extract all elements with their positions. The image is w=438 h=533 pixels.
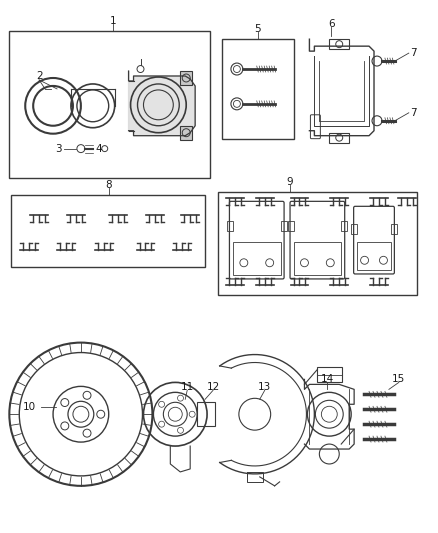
- Polygon shape: [129, 71, 195, 136]
- Bar: [180, 126, 192, 140]
- Text: 5: 5: [254, 24, 261, 34]
- Text: 4: 4: [95, 143, 102, 154]
- Bar: [233, 242, 281, 276]
- Text: 1: 1: [110, 17, 116, 26]
- Text: 12: 12: [206, 382, 220, 392]
- Text: 10: 10: [23, 402, 36, 412]
- Text: 2: 2: [36, 71, 42, 81]
- Bar: [318, 367, 342, 382]
- Text: 3: 3: [55, 143, 61, 154]
- Bar: [391, 224, 397, 234]
- Bar: [11, 196, 205, 267]
- Bar: [329, 133, 349, 143]
- Bar: [180, 71, 192, 85]
- Bar: [9, 31, 210, 179]
- Bar: [281, 222, 286, 231]
- Bar: [357, 242, 391, 270]
- Bar: [218, 192, 417, 295]
- Bar: [227, 222, 233, 231]
- Text: 7: 7: [410, 48, 417, 58]
- Bar: [329, 39, 349, 49]
- Text: 6: 6: [328, 19, 335, 29]
- Bar: [351, 224, 357, 234]
- Text: 7: 7: [410, 108, 417, 118]
- Bar: [197, 402, 215, 426]
- Bar: [293, 242, 341, 276]
- Text: 13: 13: [258, 382, 271, 392]
- Text: 15: 15: [392, 374, 406, 384]
- Bar: [222, 39, 293, 139]
- Bar: [247, 472, 263, 482]
- Bar: [341, 222, 347, 231]
- Bar: [288, 222, 293, 231]
- Text: 9: 9: [286, 177, 293, 188]
- Text: 8: 8: [106, 181, 112, 190]
- Text: 11: 11: [180, 382, 194, 392]
- Text: 14: 14: [321, 374, 334, 384]
